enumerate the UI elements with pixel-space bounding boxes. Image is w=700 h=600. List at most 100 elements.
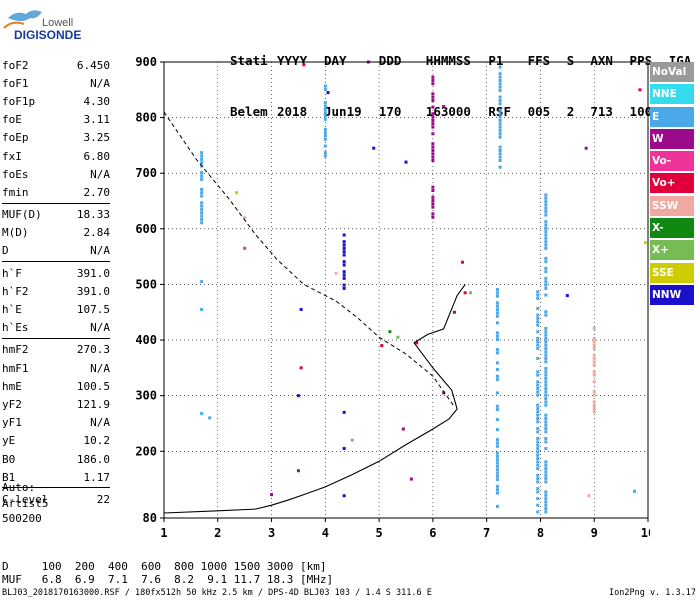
echo-mark	[495, 488, 499, 492]
echo-mark	[544, 333, 548, 337]
param-value: 270.3	[76, 343, 110, 357]
echo-mark	[342, 276, 346, 280]
echo-mark	[498, 82, 502, 86]
echo-mark	[495, 454, 499, 458]
echo-mark	[200, 151, 204, 155]
echo-mark	[536, 330, 540, 334]
echo-mark	[592, 353, 596, 357]
x-tick-label: 4	[322, 526, 329, 540]
echo-mark	[536, 477, 540, 481]
echo-mark	[323, 87, 327, 91]
echo-mark	[498, 65, 502, 69]
echo-mark	[323, 154, 327, 158]
echo-mark	[243, 216, 247, 220]
echo-mark	[495, 294, 499, 298]
echo-mark	[536, 460, 540, 464]
echo-mark	[536, 447, 540, 451]
header-value-2: Jun19	[324, 104, 362, 119]
header-value-3: 170	[378, 104, 402, 119]
echo-mark	[243, 246, 247, 250]
echo-mark	[536, 403, 540, 407]
echo-mark	[498, 118, 502, 122]
echo-mark	[498, 148, 502, 152]
echo-mark	[208, 416, 212, 420]
x-tick-label: 2	[214, 526, 221, 540]
echo-mark	[544, 480, 548, 484]
echo-mark	[536, 420, 540, 424]
echo-mark	[495, 361, 499, 365]
echo-mark	[587, 494, 591, 498]
echo-mark	[495, 338, 499, 342]
distance-row: D 100 200 400 600 800 1000 1500 3000 [km…	[2, 560, 327, 573]
plot-frame	[163, 61, 649, 519]
param-value: 1.17	[83, 470, 111, 484]
version-label: Ion2Png v. 1.3.17	[609, 588, 696, 598]
echo-mark	[536, 346, 540, 350]
param-row: foEs N/A	[2, 165, 110, 183]
echo-mark	[495, 428, 499, 432]
echo-mark	[380, 344, 384, 348]
echo-mark	[302, 63, 306, 67]
echo-mark	[200, 280, 204, 284]
echo-mark	[431, 158, 435, 162]
echo-mark	[495, 301, 499, 305]
echo-mark	[342, 253, 346, 257]
param-row: MUF(D) 18.33	[2, 206, 110, 224]
echo-mark	[495, 291, 499, 295]
echo-mark	[495, 484, 499, 488]
autoscaling-info: Auto: Artist5 500200	[2, 480, 48, 527]
echo-mark	[565, 294, 569, 298]
header-value-9: 100	[629, 104, 653, 119]
echo-mark	[388, 330, 392, 334]
param-row: h`E 107.5	[2, 300, 110, 318]
echo-mark	[592, 326, 596, 330]
echo-mark	[544, 193, 548, 197]
echo-mark	[200, 221, 204, 225]
legend-item-sse: SSE	[650, 262, 694, 283]
param-row: foF1p 4.30	[2, 92, 110, 110]
echo-mark	[200, 207, 204, 211]
echo-mark	[544, 386, 548, 390]
echo-mark	[544, 326, 548, 330]
y-tick-label: 700	[135, 166, 157, 180]
param-value: 6.450	[76, 58, 110, 72]
echo-mark	[592, 356, 596, 360]
echo-mark	[334, 271, 338, 275]
muf-row: MUF 6.8 6.9 7.1 7.6 8.2 9.1 11.7 18.3 [M…	[2, 573, 334, 586]
header-value-8: 713	[590, 104, 613, 119]
param-value: N/A	[90, 76, 110, 90]
echo-mark	[536, 316, 540, 320]
echo-mark	[544, 213, 548, 217]
echo-mark	[592, 363, 596, 367]
echo-mark	[544, 467, 548, 471]
echo-mark	[342, 246, 346, 250]
param-value: 10.2	[83, 434, 111, 448]
echo-mark	[431, 199, 435, 203]
echo-mark	[498, 108, 502, 112]
echo-mark	[323, 137, 327, 141]
echo-mark	[536, 410, 540, 414]
polarization-legend: NoVal NNE E W Vo- Vo+ SSW X- X+ SSE NNW	[650, 62, 694, 307]
echo-mark	[431, 122, 435, 126]
echo-mark	[495, 458, 499, 462]
echo-mark	[584, 146, 588, 150]
echo-mark	[442, 104, 446, 108]
echo-mark	[431, 98, 435, 102]
echo-mark	[498, 135, 502, 139]
echo-mark	[544, 360, 548, 364]
header-values-row: Belem2018Jun19170163000RSF005271310003+B…	[230, 103, 700, 120]
echo-mark	[544, 343, 548, 347]
param-row: h`F 391.0	[2, 264, 110, 282]
echo-mark	[495, 491, 499, 495]
echo-mark	[536, 336, 540, 340]
echo-mark	[498, 155, 502, 159]
param-row: foEp 3.25	[2, 129, 110, 147]
x-tick-label: 3	[268, 526, 275, 540]
echo-mark	[495, 348, 499, 352]
echo-mark	[544, 310, 548, 314]
param-separator	[2, 487, 110, 489]
echo-mark	[495, 334, 499, 338]
echo-mark	[200, 201, 204, 205]
echo-mark	[495, 374, 499, 378]
echo-mark	[544, 330, 548, 334]
